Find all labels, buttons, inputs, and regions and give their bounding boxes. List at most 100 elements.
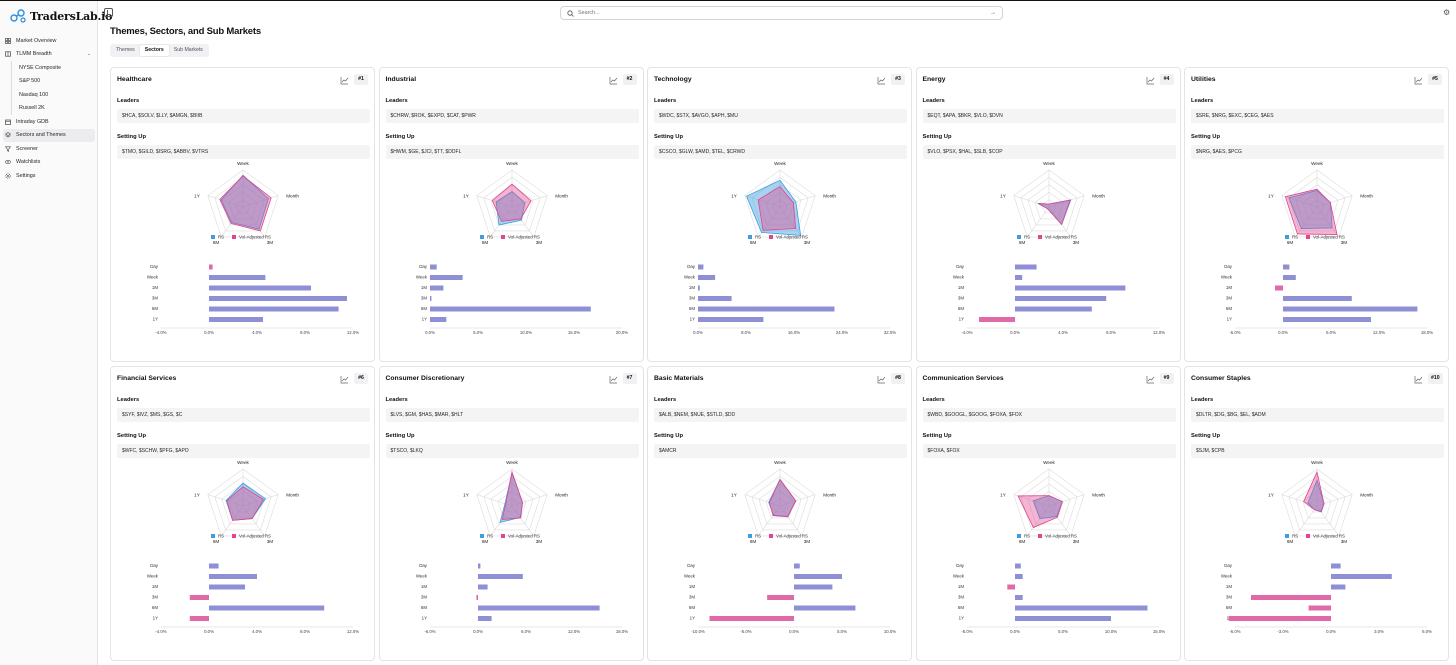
rank-badge: #6 [354,373,368,384]
sidebar-item-label: Settings [16,172,36,179]
legend-swatch-rs [1285,235,1289,239]
radar-chart: Week Month 3M 6M 1Y [463,460,568,544]
legend-swatch-vol [1037,534,1042,538]
sidebar-item-sectors-and-themes[interactable]: Sectors and Themes [3,128,95,142]
line-chart-icon[interactable] [609,76,618,85]
radar-axis-label: 6M [481,539,488,544]
book-icon [5,51,11,57]
bar-tick-label: 24.0% [836,330,848,335]
sidebar-item-intraday-gdb[interactable]: Intraday GDB [3,115,95,129]
line-chart-icon[interactable] [877,375,886,384]
radar-grid-ring [207,169,279,238]
bar-day [1283,264,1290,270]
bar-row-label: Week [147,274,159,279]
line-chart-icon[interactable] [1414,76,1423,85]
radar-spoke [221,206,244,238]
bar-tick-label: 5.0% [837,629,847,634]
sidebar-subitem-nasdaq100[interactable]: Nasdaq 100 [19,91,49,98]
line-chart-icon[interactable] [877,76,886,85]
radar-chart: Week Month 3M 6M 1Y [731,460,836,544]
bar-row-label: 3M [689,295,695,300]
bar-row-label: Week [952,274,964,279]
radar-chart: Week Month 3M 6M 1Y [463,161,568,245]
radar-axis-label: Month [286,194,299,199]
page-title: Themes, Sectors, and Sub Markets [110,26,261,37]
line-chart-icon[interactable] [1414,375,1423,384]
bar-1m [698,285,700,291]
sidebar-subitem-nyse[interactable]: NYSE Composite [19,64,61,71]
search-input[interactable]: Search... [578,10,600,16]
radar-spoke [511,195,547,208]
bar-tick-label: -10.0% [691,629,705,634]
bar-1y [189,616,209,621]
radar-grid-ring [1027,184,1070,226]
bar-week [209,275,266,280]
radar-grid-ring [497,191,526,220]
bar-6m [209,306,339,312]
sector-title: Consumer Staples [1191,375,1251,382]
theme-settings-icon[interactable]: ⚙ [1443,8,1451,17]
sidebar-item-settings[interactable]: Settings [3,169,95,183]
line-chart-icon[interactable] [1146,375,1155,384]
radar-spoke [1013,494,1049,507]
tab-sectors[interactable]: Sectors [139,45,169,56]
bar-1m [1331,584,1346,590]
sidebar-item-market-overview[interactable]: Market Overview [3,34,95,48]
bar-6m [1014,306,1092,312]
bar-row-label: 1M [689,285,695,290]
bar-day [209,264,213,270]
bar-week [698,275,716,280]
radar-axis-label: 1Y [463,194,469,199]
bar-3m [767,595,794,600]
radar-axis-label: 6M [1287,539,1294,544]
legend-swatch-vol [1306,534,1310,538]
radar-grid-ring [772,498,788,513]
line-chart-icon[interactable] [609,375,618,384]
bar-6m [209,605,325,611]
sidebar-subitem-russell2k[interactable]: Russell 2K [19,105,45,112]
sidebar-toggle-icon[interactable] [104,8,113,17]
sidebar-item-watchlists[interactable]: Watchlists [3,156,95,170]
sector-charts: Week Month 3M 6M 1Y RS Vol-Adjusted RS Day Week 1… [415,161,627,335]
bar-row-label: 1Y [958,316,963,321]
bar-1y [698,317,764,322]
search-bar[interactable]: Search... → [560,6,1003,20]
legend-label-rs: RS [218,534,224,539]
bar-tick-label: 16.0% [788,330,800,335]
radar-spoke [779,206,802,238]
radar-axis-label: 1Y [731,194,737,199]
radar-spoke [207,195,244,208]
radar-grid-ring [235,199,251,214]
line-chart-icon[interactable] [1146,76,1155,85]
legend-swatch-rs [211,235,215,239]
line-chart-icon[interactable] [340,76,349,85]
radar-grid-ring [1309,199,1325,214]
chevron-down-icon[interactable]: ⌄ [86,51,91,58]
bar-tick-label: 12.0% [567,629,579,634]
legend-swatch-vol [500,235,505,239]
bar-row-label: Week [415,274,427,279]
tab-sub-markets[interactable]: Sub Markets [173,47,203,53]
sector-title: Utilities [1191,76,1216,83]
sidebar-item-screener[interactable]: Screener [3,142,95,156]
tab-themes[interactable]: Themes [116,47,135,53]
bar-tick-label: 12.0% [347,629,359,634]
bar-row-label: Day [687,264,696,269]
sidebar-subitem-sp500[interactable]: S&P 500 [19,78,41,85]
radar-grid-ring [482,177,541,232]
radar-axis-label: 3M [1341,539,1348,544]
bar-row-label: Day [150,563,159,568]
line-chart-icon[interactable] [340,375,349,384]
bar-chart: Day Week 1M 3M 6M 1Y -4.0% 0.0% 4.0% 8.0% 12.0% [147,563,359,634]
bar-1m [1014,285,1125,291]
bar-1y [429,317,446,322]
logo[interactable]: TradersLab.io [10,9,112,23]
bar-tick-label: 0.0% [693,330,703,335]
arrow-right-icon[interactable]: → [990,10,996,16]
chart-legend: RS Vol-Adjusted RS [479,534,540,539]
bar-tick-label: -4.0% [961,330,972,335]
bar-chart: Day Week 1M 3M 6M 1Y -4.0% 0.0% 4.0% 8.0% 12.0% [147,264,359,335]
bar-row-label: 1M [1226,584,1232,589]
bar-day [698,264,704,270]
sidebar-item-tlmm-breadth[interactable]: TLMM Breadth ⌄ [3,48,95,62]
